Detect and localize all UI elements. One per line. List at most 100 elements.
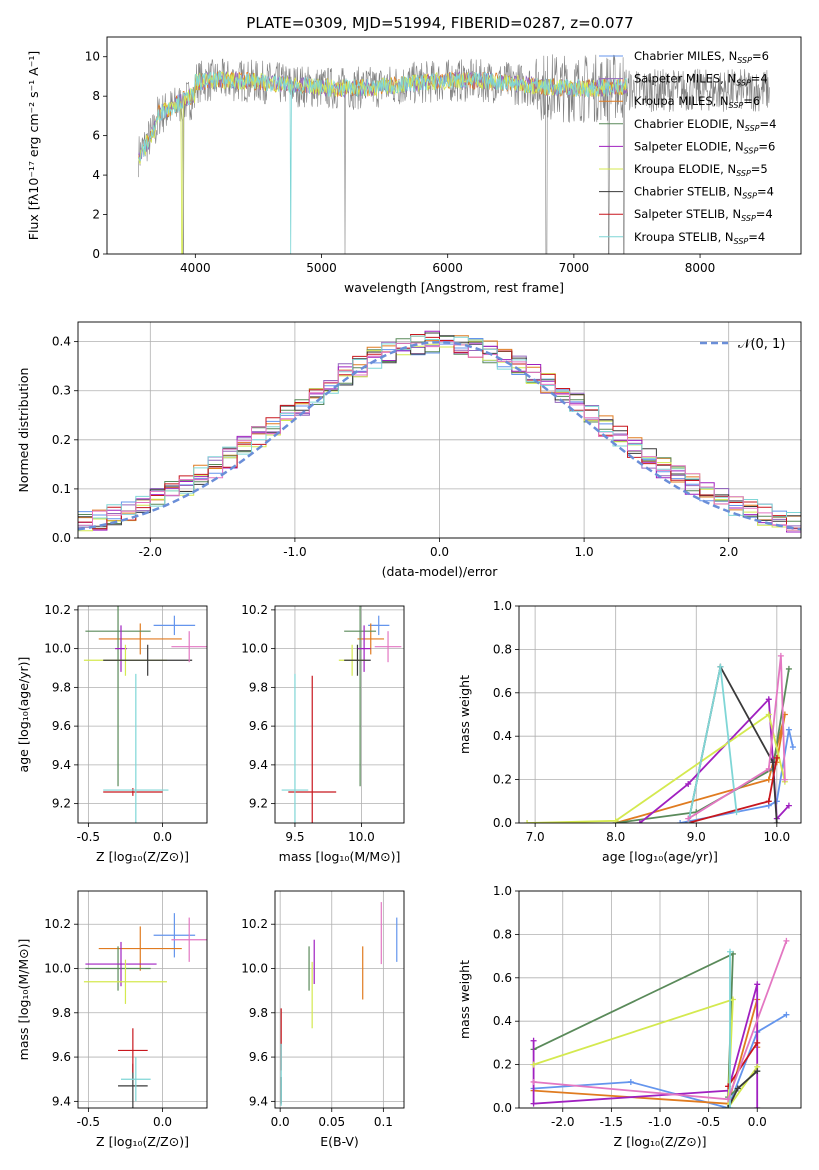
series-point — [685, 815, 692, 822]
y-axis-label: Flux [fλ10⁻¹⁷ erg cm⁻² s⁻¹ A⁻¹] — [26, 51, 41, 240]
x-tick-label: -1.5 — [600, 1115, 623, 1129]
series-point — [754, 1068, 761, 1075]
series-line — [639, 697, 790, 823]
series-point — [785, 802, 792, 809]
residual-histogram — [78, 334, 801, 530]
x-tick-label: -0.5 — [77, 830, 100, 844]
y-tick-label: 9.6 — [52, 1050, 71, 1064]
grid-residuals — [78, 322, 801, 539]
x-tick-label: 7000 — [559, 261, 590, 275]
series-point — [717, 663, 724, 670]
legend-entry: Salpeter MILES, NSSP=4 — [634, 72, 768, 88]
series-point — [765, 711, 772, 718]
y-tick-label: 0.4 — [493, 1014, 512, 1028]
y-tick-label: 0 — [92, 247, 100, 261]
series-point — [765, 765, 772, 772]
y-tick-label: 4 — [92, 168, 100, 182]
observed-spectrum-line — [138, 54, 770, 254]
series-point — [530, 1078, 537, 1085]
axes-frame — [274, 890, 405, 1109]
x-axis-label: mass [log₁₀(M/M⊙)] — [279, 849, 401, 864]
panel-age-vs-mass: 9.5 10.0 9.2 9.4 9.6 9.8 10.0 10.2 mass [log₁₀(M… — [241, 603, 405, 864]
y-tick-label: 0.4 — [493, 729, 512, 743]
x-tick-label: 0.0 — [271, 1115, 290, 1129]
legend-entry-rest: =4 — [756, 207, 773, 221]
axes-frame — [77, 605, 208, 824]
x-tick-label: 9.5 — [285, 830, 304, 844]
series-point — [727, 948, 734, 955]
series-point — [785, 665, 792, 672]
x-tick-label: -0.5 — [697, 1115, 720, 1129]
y-tick-label: 0.0 — [493, 1101, 512, 1115]
series-point — [627, 1078, 634, 1085]
x-tick-label: 10.0 — [348, 830, 375, 844]
legend-subscript: SSP — [737, 56, 752, 65]
series-line — [727, 1042, 758, 1087]
x-tick-label: 1.0 — [575, 545, 594, 559]
y-axis-label: mass [log₁₀(M/M⊙)] — [16, 939, 31, 1061]
series-point — [524, 820, 531, 823]
grid-age-vs-mass — [275, 606, 404, 823]
y-tick-label: 9.2 — [52, 797, 71, 811]
series-point — [783, 937, 790, 944]
y-tick-label: 10.2 — [241, 603, 268, 617]
x-tick-label: 9.0 — [687, 830, 706, 844]
legend-entry: Salpeter STELIB, NSSP=4 — [634, 207, 773, 223]
marks-weight-vs-age — [524, 652, 796, 823]
series-point — [530, 1061, 537, 1068]
x-tick-label: 4000 — [180, 261, 211, 275]
legend: Chabrier MILES, NSSP=6 Salpeter MILES, NS… — [599, 49, 776, 246]
y-tick-label: 0.8 — [493, 927, 512, 941]
y-tick-label: 9.6 — [249, 719, 268, 733]
y-tick-label: 9.8 — [249, 680, 268, 694]
y-tick-label: 9.4 — [52, 758, 71, 772]
legend-subscript: SSP — [741, 214, 756, 223]
legend-subscript: SSP — [736, 79, 751, 88]
series-point — [636, 820, 643, 823]
y-axis-label: mass weight — [457, 960, 472, 1039]
marks-mass-vs-ebv — [280, 902, 398, 1106]
y-tick-label: 0.4 — [52, 335, 71, 349]
legend-entry: Chabrier STELIB, NSSP=4 — [634, 185, 774, 201]
series-point — [685, 780, 692, 787]
residual-histogram — [78, 341, 801, 531]
x-axis-label: E(B-V) — [320, 1134, 359, 1149]
y-tick-label: 6 — [92, 129, 100, 143]
panel-weight-vs-age: 7.0 8.0 9.0 10.0 0.0 0.2 0.4 0.6 0.8 1.0 age [log₁… — [457, 599, 802, 864]
x-tick-label: 5000 — [306, 261, 337, 275]
series-point — [725, 1096, 732, 1103]
legend-subscript: SSP — [744, 146, 759, 155]
x-tick-label: 8.0 — [606, 830, 625, 844]
x-tick-label: -2.0 — [139, 545, 162, 559]
series-point — [754, 1105, 761, 1108]
y-tick-label: 2 — [92, 208, 100, 222]
series-point — [530, 1037, 537, 1044]
series-line — [687, 655, 786, 820]
series-point — [754, 1039, 761, 1046]
legend-entry-rest: =4 — [760, 117, 777, 131]
x-tick-label: 0.0 — [153, 830, 172, 844]
y-tick-label: 9.2 — [249, 797, 268, 811]
axes-frame — [77, 321, 802, 539]
y-tick-label: 10.2 — [44, 603, 71, 617]
x-axis-label: Z [log₁₀(Z/Z⊙)] — [96, 1134, 189, 1149]
axes-frame — [518, 605, 802, 824]
y-tick-label: 10.0 — [241, 642, 268, 656]
y-tick-label: 9.4 — [249, 758, 268, 772]
series-point — [729, 996, 736, 1003]
y-tick-label: 0.2 — [493, 773, 512, 787]
legend-subscript: SSP — [734, 237, 749, 246]
x-axis-label: wavelength [Angstrom, rest frame] — [344, 280, 564, 295]
y-tick-label: 10.2 — [241, 917, 268, 931]
legend-subscript: SSP — [736, 169, 751, 178]
series-point — [733, 809, 740, 816]
axes-frame — [77, 890, 208, 1109]
y-tick-label: 10.0 — [44, 642, 71, 656]
x-tick-label: -0.5 — [77, 1115, 100, 1129]
y-tick-label: 0.1 — [52, 482, 71, 496]
axes-frame — [106, 36, 802, 255]
x-tick-label: 0.0 — [748, 1115, 767, 1129]
x-axis-label: (data-model)/error — [382, 564, 499, 579]
x-tick-label: 2.0 — [719, 545, 738, 559]
